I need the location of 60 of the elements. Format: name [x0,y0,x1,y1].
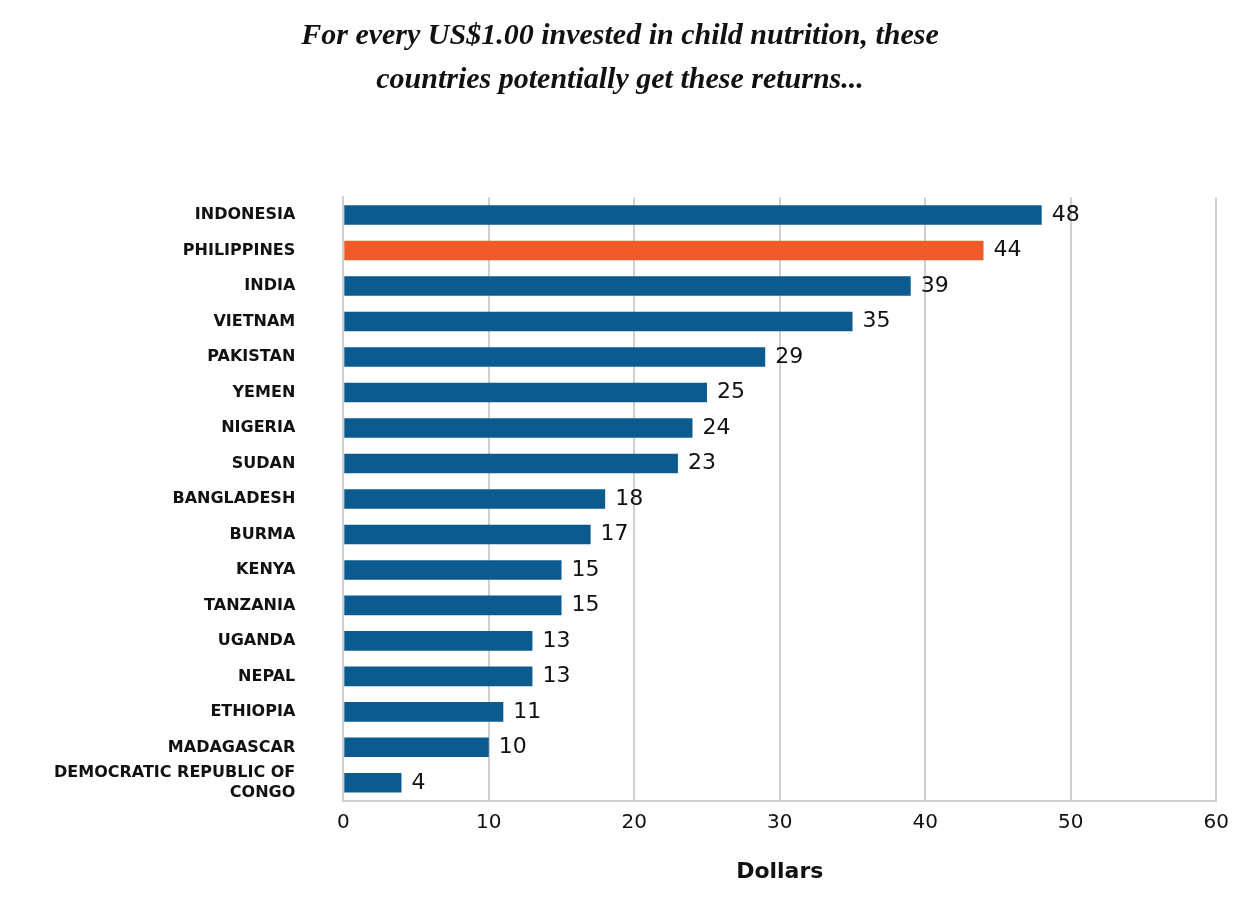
y-tick-label: DEMOCRATIC REPUBLIC OF CONGO [53,762,296,801]
y-tick-label: KENYA [236,559,296,579]
y-tick-label: NIGERIA [221,417,296,437]
y-tick-label: ETHIOPIA [210,701,296,721]
bar [344,773,402,793]
data-label: 23 [687,449,716,475]
bar [344,418,693,438]
x-tick-label: 20 [621,808,647,833]
x-tick-label: 30 [767,808,793,833]
bar [344,631,533,651]
y-tick-label: NEPAL [238,665,296,685]
data-label: 29 [775,342,804,368]
data-label: 13 [542,662,571,688]
y-tick-label: MADAGASCAR [167,736,296,756]
y-tick-label: BURMA [229,523,296,543]
bar [344,666,533,687]
data-label: 15 [571,555,600,581]
y-tick-label: SUDAN [231,452,296,472]
data-label: 15 [571,591,600,617]
bar [344,276,911,296]
bar [344,382,708,403]
chart-title: For every US$1.00 invested in child nutrition, these countries potentially get these returns... [300,16,940,96]
bar [344,453,678,474]
bar [344,560,562,580]
bar [344,524,591,545]
data-label: 25 [717,378,746,404]
data-label: 10 [498,733,527,759]
y-tick-label: PAKISTAN [207,346,296,366]
y-tick-label: BANGLADESH [172,488,296,508]
bar [344,347,766,367]
x-tick-label: 60 [1203,808,1229,833]
data-label: 44 [993,236,1022,262]
y-tick-label: TANZANIA [204,594,296,614]
x-axis-title: Dollars [736,857,824,883]
bar [344,595,562,616]
y-tick-label: INDIA [244,275,296,295]
y-tick-label: UGANDA [217,630,296,650]
data-label: 11 [513,697,542,723]
data-label: 35 [862,307,891,333]
y-tick-label: PHILIPPINES [182,239,296,259]
data-label: 24 [702,413,731,439]
data-label: 48 [1051,200,1080,226]
bar [344,240,984,261]
bar [344,737,489,758]
data-label: 17 [600,520,629,546]
bar [344,205,1042,225]
x-tick-label: 40 [912,808,938,833]
bar [344,702,504,722]
data-label: 39 [920,271,949,297]
data-label: 4 [411,768,426,794]
x-tick-label: 50 [1058,808,1084,833]
y-tick-label: INDONESIA [194,204,296,224]
y-tick-label: VIETNAM [213,310,296,330]
x-tick-label: 0 [336,808,350,833]
bar [344,311,853,332]
bar [344,489,606,509]
data-label: 18 [615,484,644,510]
y-tick-label: YEMEN [231,381,296,401]
x-tick-label: 10 [476,808,502,833]
data-label: 13 [542,626,571,652]
